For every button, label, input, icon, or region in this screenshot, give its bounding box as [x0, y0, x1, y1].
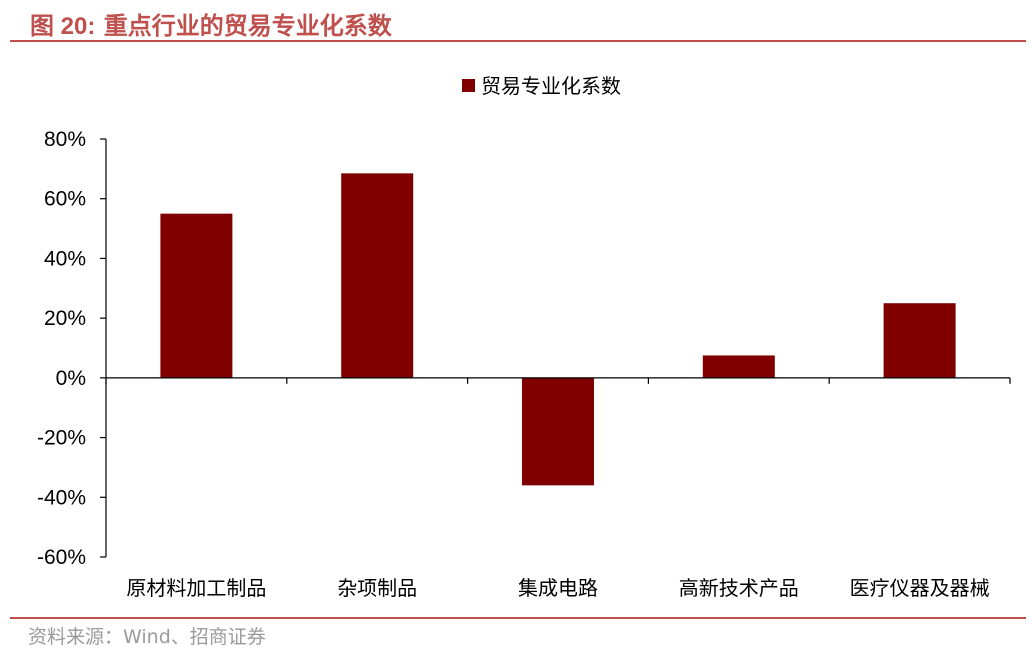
category-label: 杂项制品 [337, 576, 417, 600]
header-rule [10, 40, 1026, 42]
y-tick-label: -60% [37, 546, 86, 569]
y-tick-label: 40% [44, 247, 86, 270]
y-tick-label: 60% [44, 188, 86, 211]
category-label: 原材料加工制品 [126, 576, 266, 600]
figure-title: 图 20: 重点行业的贸易专业化系数 [30, 6, 392, 41]
category-label: 医疗仪器及器械 [850, 576, 990, 600]
bar [341, 173, 414, 378]
figure-label: 图 20: [30, 13, 96, 40]
legend-swatch [462, 79, 475, 92]
bar-chart: -60% -40% -20% 0% 20% 40% 60% 80% 原材料加工制品 杂项制品 集成电… [37, 74, 1011, 600]
figure-header: 图 20: 重点行业的贸易专业化系数 [0, 0, 1032, 44]
y-tick-label: 0% [56, 367, 86, 390]
category-label: 高新技术产品 [679, 576, 799, 600]
footer-rule [10, 617, 1026, 619]
bar [702, 355, 775, 378]
bar [160, 213, 233, 378]
legend-label: 贸易专业化系数 [481, 74, 621, 98]
source-note: 资料来源：Wind、招商证券 [28, 626, 266, 648]
figure-title-text: 重点行业的贸易专业化系数 [103, 12, 392, 40]
bar [522, 377, 594, 486]
y-tick-label: -40% [37, 486, 86, 509]
y-tick-label: -20% [37, 427, 86, 450]
y-tick-label: 20% [44, 307, 86, 330]
category-label: 集成电路 [518, 576, 598, 600]
bar [883, 303, 956, 378]
y-tick-label: 80% [44, 128, 86, 151]
